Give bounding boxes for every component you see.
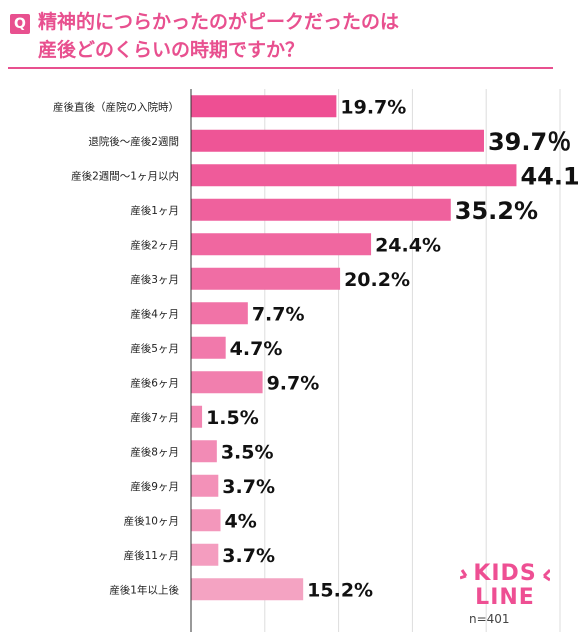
logo-line-2: LINE [475, 585, 535, 610]
bar [191, 233, 372, 256]
category-labels: 産後直後（産院の入院時） 退院後〜産後2週間産後2週間〜1ヶ月以内産後1ヶ月産後2… [53, 100, 179, 596]
bar [191, 405, 203, 428]
value-label: 15.2% [307, 579, 373, 601]
category-label: 産後8ヶ月 [130, 445, 179, 458]
category-label: 産後5ヶ月 [130, 342, 179, 355]
sample-size: n=401 [469, 612, 510, 626]
value-label: 20.2% [344, 269, 410, 291]
bar [191, 543, 219, 566]
title-line-2: 産後どのくらいの時期ですか？ [38, 39, 305, 61]
category-label: 産後10ヶ月 [124, 514, 179, 527]
value-label: 24.4% [375, 234, 441, 256]
value-label: 3.5% [221, 441, 274, 463]
category-label: 産後3ヶ月 [130, 273, 179, 286]
chart-title: 精神的につらかったのがピークだったのは 産後どのくらいの時期ですか？ [38, 8, 558, 64]
category-label: 産後1年以上後 [109, 583, 179, 596]
category-label: 産後6ヶ月 [130, 376, 179, 389]
bar [191, 509, 221, 532]
title-underline [8, 67, 553, 69]
category-label: 産後1ヶ月 [130, 204, 179, 217]
value-label: 9.7% [267, 372, 320, 394]
value-label: 1.5% [206, 407, 259, 429]
logo-line-1: KIDS [473, 561, 536, 586]
title-line-1: 精神的につらかったのがピークだったのは [38, 11, 400, 33]
value-label: 4% [225, 510, 257, 532]
bar [191, 371, 263, 394]
logo-arms-icon [460, 568, 550, 582]
bar [191, 336, 226, 359]
bar [191, 267, 341, 290]
value-label: 19.7% [340, 96, 406, 118]
category-label: 産後2週間〜1ヶ月以内 [71, 169, 179, 182]
category-label: 産後直後（産院の入院時） [53, 100, 179, 113]
category-label: 産後4ヶ月 [130, 307, 179, 320]
bar [191, 129, 484, 152]
value-label: 7.7% [252, 303, 305, 325]
bar [191, 302, 248, 325]
value-labels: 19.7% 39.7％ 44.1％ 35.2% 24.4% 20.2% 7.7% 4.7% 9.… [206, 96, 578, 601]
bar [191, 474, 219, 497]
bar [191, 198, 451, 221]
category-label: 産後9ヶ月 [130, 480, 179, 493]
bar [191, 164, 517, 187]
value-label: 39.7％ [488, 128, 571, 156]
bar [191, 95, 337, 118]
value-label: 3.7% [222, 545, 275, 567]
value-label: 44.1％ [520, 162, 578, 190]
question-badge: Q [10, 14, 30, 34]
category-label: 産後11ヶ月 [124, 549, 179, 562]
category-label: 産後7ヶ月 [130, 411, 179, 424]
bar [191, 578, 304, 601]
value-label: 35.2% [455, 197, 538, 225]
kidsline-logo: KIDS LINE [460, 561, 550, 610]
category-label: 退院後〜産後2週間 [88, 135, 179, 148]
category-label: 産後2ヶ月 [130, 238, 179, 251]
value-label: 3.7% [222, 476, 275, 498]
bars-group [191, 95, 517, 601]
bar [191, 440, 217, 463]
value-label: 4.7% [230, 338, 283, 360]
